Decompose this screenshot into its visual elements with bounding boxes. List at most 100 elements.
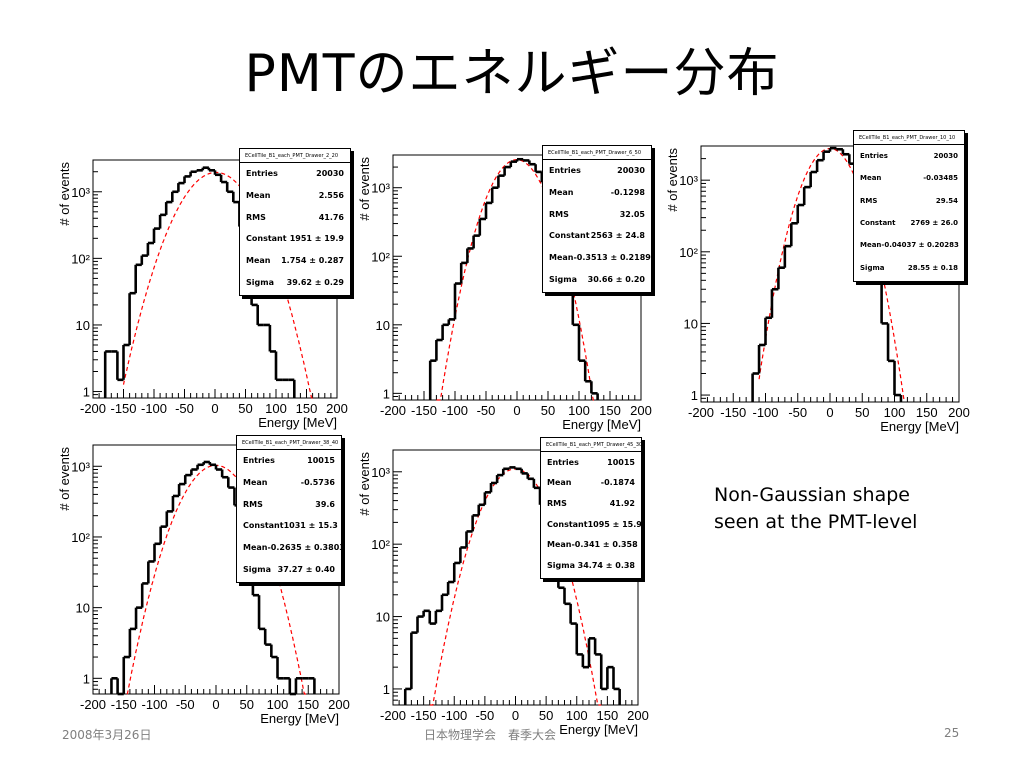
- stats-row: Sigma 37.27 ± 0.40: [237, 558, 341, 580]
- stats-box-title: ECellTile_B1_each_PMT_Drawer_10_10: [854, 131, 964, 145]
- slide-title: PMTのエネルギー分布: [244, 44, 780, 104]
- y-tick-label: 10: [684, 316, 698, 331]
- x-tick-label: -100: [141, 697, 167, 712]
- stats-value: 2.556: [318, 190, 344, 200]
- stats-row: Mean 1.754 ± 0.287: [240, 250, 350, 272]
- x-axis-label: Energy [MeV]: [562, 417, 641, 432]
- y-axis-label: # of events: [357, 157, 372, 221]
- gaussian-fit-curve: [122, 171, 313, 399]
- stats-value: 2769 ± 26.0: [910, 219, 959, 228]
- y-tick-label: 10²: [71, 251, 90, 266]
- y-tick-label: 10³: [371, 465, 390, 480]
- stats-value: 39.6: [315, 499, 335, 509]
- y-axis-label: # of events: [665, 148, 680, 212]
- stats-label: Entries: [246, 169, 278, 179]
- stats-box-title: ECellTile_B1_each_PMT_Drawer_45_30: [541, 438, 641, 452]
- stats-box-title: ECellTile_B1_each_PMT_Drawer_6_50: [543, 146, 651, 160]
- x-tick-label: 150: [916, 405, 938, 420]
- stats-label: Entries: [860, 152, 888, 161]
- x-tick-label: 150: [297, 697, 319, 712]
- histogram-panel-1: 1 10 10² 10³ -200 -150 -100 -50 0 50 100 150 200 Ener…: [55, 145, 355, 435]
- stats-row: Sigma 34.74 ± 0.38: [541, 555, 641, 576]
- annotation-line-1: Non-Gaussian shape: [714, 484, 910, 506]
- stats-row: Sigma 30.66 ± 0.20: [543, 268, 651, 290]
- x-tick-label: 100: [568, 403, 590, 418]
- stats-row: Mean -0.1874: [541, 473, 641, 494]
- x-tick-label: -100: [141, 401, 167, 416]
- x-tick-label: -100: [441, 708, 467, 723]
- stats-value: 1.754 ± 0.287: [281, 255, 344, 265]
- x-tick-label: 150: [296, 401, 318, 416]
- x-axis-label: Energy [MeV]: [260, 711, 339, 726]
- x-tick-label: -100: [752, 405, 778, 420]
- stats-value: 29.54: [935, 196, 958, 205]
- x-tick-label: 50: [238, 401, 252, 416]
- stats-value: 41.76: [318, 212, 344, 222]
- stats-label: RMS: [243, 499, 263, 509]
- stats-box-4: ECellTile_B1_each_PMT_Drawer_38_40 Entrie…: [236, 435, 345, 583]
- stats-box-1: ECellTile_B1_each_PMT_Drawer_2_20 Entries…: [239, 148, 351, 296]
- y-tick-label: 1: [383, 682, 390, 697]
- histogram-panel-5: 1 10 10² 10³ -200 -150 -100 -50 0 50 100 150 200 Ener…: [357, 437, 657, 737]
- x-tick-label: 50: [855, 405, 869, 420]
- x-axis-label: Energy [MeV]: [880, 419, 959, 434]
- x-tick-label: 0: [826, 405, 833, 420]
- x-tick-label: 200: [630, 403, 652, 418]
- stats-row: Mean -0.1298: [543, 182, 651, 204]
- stats-row: Constant 1095 ± 15.9: [541, 514, 642, 535]
- annotation-note: Non-Gaussian shape seen at the PMT-level: [714, 482, 917, 536]
- stats-value: 2563 ± 24.8: [590, 231, 645, 241]
- stats-row: Constant 1031 ± 15.3: [237, 515, 341, 537]
- y-tick-label: 10: [76, 318, 90, 333]
- x-tick-label: -150: [720, 405, 746, 420]
- x-tick-label: 100: [265, 401, 287, 416]
- stats-row: Entries 20030: [543, 160, 651, 182]
- stats-row: Entries 10015: [541, 452, 641, 473]
- stats-value: 1095 ± 15.9: [587, 519, 642, 529]
- y-axis-label: # of events: [357, 452, 372, 516]
- stats-label: Constant: [547, 519, 588, 529]
- y-tick-label: 1: [83, 671, 90, 686]
- x-tick-label: -100: [442, 403, 468, 418]
- stats-row: Constant 2563 ± 24.8: [543, 225, 651, 247]
- y-tick-label: 10: [76, 601, 90, 616]
- stats-row: Entries 20030: [854, 145, 964, 167]
- stats-value: 37.27 ± 0.40: [277, 564, 335, 574]
- stats-box-3: ECellTile_B1_each_PMT_Drawer_10_10 Entrie…: [853, 130, 965, 282]
- stats-row: Mean -0.03485: [854, 167, 964, 189]
- stats-value: 20030: [933, 152, 958, 161]
- y-tick-label: 10³: [679, 173, 698, 188]
- stats-label: Sigma: [243, 564, 271, 574]
- stats-box-title: ECellTile_B1_each_PMT_Drawer_2_20: [240, 149, 350, 163]
- x-tick-label: 0: [513, 403, 520, 418]
- stats-value: -0.03485: [923, 174, 958, 183]
- x-tick-label: 150: [597, 708, 619, 723]
- y-axis-label: # of events: [57, 162, 72, 226]
- x-tick-label: -200: [688, 405, 714, 420]
- x-tick-label: 200: [948, 405, 970, 420]
- stats-value: 10015: [607, 457, 635, 467]
- stats-row: Mean -0.5736: [237, 472, 341, 494]
- stats-label: Constant: [246, 234, 287, 244]
- stats-row: RMS 41.92: [541, 493, 641, 514]
- y-tick-label: 1: [383, 386, 390, 401]
- histogram-plot-5: 1 10 10² 10³ -200 -150 -100 -50 0 50 100 150 200Ener…: [357, 449, 649, 737]
- y-tick-label: 10²: [371, 249, 390, 264]
- stats-label: Mean: [243, 477, 268, 487]
- histogram-panel-2: 1 10 10² 10³ -200 -150 -100 -50 0 50 100 150 200 Ener…: [357, 145, 657, 435]
- x-tick-label: -50: [477, 403, 496, 418]
- stats-value: 20030: [316, 169, 344, 179]
- stats-label: RMS: [547, 499, 567, 509]
- x-tick-label: -150: [411, 708, 437, 723]
- x-tick-label: -50: [788, 405, 807, 420]
- histogram-plot-3: 1 10 10² 10³ -200 -150 -100 -50 0 50 100 150 200Ener…: [665, 145, 970, 434]
- y-axis-label: # of events: [57, 447, 72, 511]
- stats-label: Mean: [246, 255, 271, 265]
- stats-box-title: ECellTile_B1_each_PMT_Drawer_38_40: [237, 436, 341, 450]
- stats-value: 1951 ± 19.9: [289, 234, 344, 244]
- y-tick-label: 10³: [371, 181, 390, 196]
- stats-label: RMS: [860, 196, 878, 205]
- histogram-panel-3: 1 10 10² 10³ -200 -150 -100 -50 0 50 100 150 200 Ener…: [665, 130, 975, 434]
- x-tick-label: 100: [884, 405, 906, 420]
- stats-row: RMS 32.05: [543, 203, 651, 225]
